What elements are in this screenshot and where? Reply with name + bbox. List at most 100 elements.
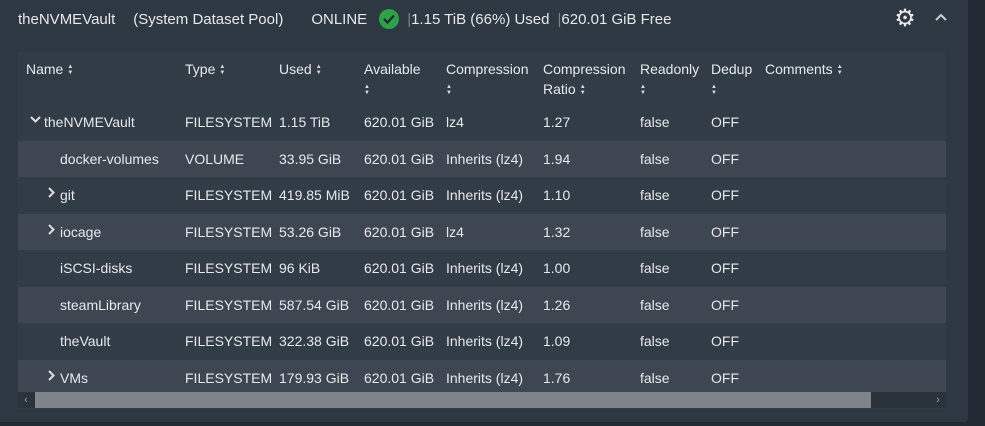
sort-icon[interactable]: ▲ ▼ xyxy=(836,64,843,77)
chevron-down-icon[interactable] xyxy=(30,113,41,128)
divider: | xyxy=(407,10,412,28)
cell-readonly: false xyxy=(640,333,670,349)
cell-dedup: OFF xyxy=(711,369,739,386)
cell-name: theVault xyxy=(60,333,111,349)
pool-header: theNVMEVault (System Dataset Pool) ONLIN… xyxy=(18,7,671,31)
cell-dedup: OFF xyxy=(711,223,739,240)
cell-type: FILESYSTEM xyxy=(185,187,273,203)
cell-ratio: 1.00 xyxy=(543,260,571,276)
sort-icon[interactable]: ▲ ▼ xyxy=(446,84,452,97)
column-header-type[interactable]: Type ▲ ▼ xyxy=(185,59,225,79)
cell-available: 620.01 GiB xyxy=(364,114,435,130)
cell-used: 33.95 GiB xyxy=(279,150,342,167)
table-row[interactable]: docker-volumes VOLUME 33.95 GiB 620.01 GiB I… xyxy=(18,140,946,177)
table-row[interactable]: iSCSI-disks FILESYSTEM 96 KiB 620.01 GiB Inh… xyxy=(18,250,946,286)
column-header-compression[interactable]: Compression ▲ ▼ xyxy=(446,59,528,99)
table-row[interactable]: VMs FILESYSTEM 179.93 GiB 620.01 GiB Inherit… xyxy=(18,359,946,396)
divider: | xyxy=(557,10,562,28)
cell-available: 620.01 GiB xyxy=(364,260,435,276)
cell-used: 53.26 GiB xyxy=(279,223,342,240)
cell-compression: lz4 xyxy=(446,114,464,130)
sort-icon[interactable]: ▲ ▼ xyxy=(364,84,370,97)
cell-ratio: 1.09 xyxy=(543,333,571,349)
cell-name: iocage xyxy=(60,223,102,240)
cell-used: 96 KiB xyxy=(279,260,321,276)
column-header-readonly[interactable]: Readonly ▲ ▼ xyxy=(640,59,699,99)
cell-compression: Inherits (lz4) xyxy=(446,369,524,386)
column-label: Dedup xyxy=(711,61,753,77)
column-label: Used xyxy=(279,61,312,77)
cell-ratio: 1.27 xyxy=(543,114,571,130)
column-header-name[interactable]: Name ▲ ▼ xyxy=(26,59,73,79)
cell-readonly: false xyxy=(640,150,670,167)
cell-dedup: OFF xyxy=(711,296,739,313)
cell-readonly: false xyxy=(640,187,670,203)
cell-name: steamLibrary xyxy=(60,296,141,313)
pool-used: 1.15 TiB (66%) Used xyxy=(411,10,550,28)
column-label: Type xyxy=(185,61,216,77)
sort-icon[interactable]: ▲ ▼ xyxy=(219,64,226,77)
column-header-used[interactable]: Used ▲ ▼ xyxy=(279,59,322,79)
chevron-up-icon[interactable] xyxy=(932,8,950,26)
horizontal-scrollbar[interactable]: ‹ › xyxy=(18,392,946,408)
datasets-table: theNVMEVault FILESYSTEM 1.15 TiB 620.01 GiB… xyxy=(18,52,946,409)
chevron-right-icon[interactable] xyxy=(46,223,57,238)
cell-dedup: OFF xyxy=(711,150,739,167)
scrollbar-thumb[interactable] xyxy=(35,392,871,408)
column-header-available[interactable]: Available ▲ ▼ xyxy=(364,59,421,99)
cell-ratio: 1.76 xyxy=(543,369,571,386)
sort-icon[interactable]: ▲ ▼ xyxy=(579,84,586,97)
column-header-dedup[interactable]: Dedup ▲ ▼ xyxy=(711,59,752,99)
cell-ratio: 1.26 xyxy=(543,296,571,313)
chevron-right-icon[interactable] xyxy=(46,369,57,384)
cell-type: FILESYSTEM xyxy=(185,260,273,276)
column-header-ratio[interactable]: Compression Ratio ▲ ▼ xyxy=(543,59,625,99)
column-label: Compression xyxy=(446,61,529,77)
check-circle-icon xyxy=(379,9,400,29)
cell-type: VOLUME xyxy=(185,150,245,167)
scroll-right-icon[interactable]: › xyxy=(936,394,940,406)
cell-type: FILESYSTEM xyxy=(185,369,273,386)
cell-dedup: OFF xyxy=(711,260,739,276)
pool-free: 620.01 GiB Free xyxy=(561,10,672,28)
cell-type: FILESYSTEM xyxy=(185,296,273,313)
cell-dedup: OFF xyxy=(711,114,739,130)
scroll-left-icon[interactable]: ‹ xyxy=(24,394,28,406)
sort-icon[interactable]: ▲ ▼ xyxy=(640,84,646,97)
table-row[interactable]: iocage FILESYSTEM 53.26 GiB 620.01 GiB lz4 1.… xyxy=(18,213,946,250)
pool-card: theNVMEVault (System Dataset Pool) ONLIN… xyxy=(0,0,968,422)
cell-compression: Inherits (lz4) xyxy=(446,187,524,203)
cell-readonly: false xyxy=(640,260,670,276)
cell-readonly: false xyxy=(640,369,670,386)
cell-used: 179.93 GiB xyxy=(279,369,350,386)
table-row[interactable]: steamLibrary FILESYSTEM 587.54 GiB 620.01 G… xyxy=(18,286,946,323)
cell-name: iSCSI-disks xyxy=(60,260,133,276)
table-row[interactable]: theNVMEVault FILESYSTEM 1.15 TiB 620.01 GiB… xyxy=(18,104,946,140)
sort-icon[interactable]: ▲ ▼ xyxy=(315,64,322,77)
sort-icon[interactable]: ▲ ▼ xyxy=(67,64,74,77)
cell-type: FILESYSTEM xyxy=(185,223,273,240)
cell-compression: lz4 xyxy=(446,223,464,240)
cell-used: 322.38 GiB xyxy=(279,333,350,349)
cell-compression: Inherits (lz4) xyxy=(446,296,524,313)
cell-name: docker-volumes xyxy=(60,150,159,167)
cell-available: 620.01 GiB xyxy=(364,296,435,313)
cell-type: FILESYSTEM xyxy=(185,333,273,349)
sort-icon[interactable]: ▲ ▼ xyxy=(711,84,717,97)
gear-icon[interactable]: ⚙ xyxy=(894,5,916,32)
chevron-right-icon[interactable] xyxy=(46,186,57,201)
cell-available: 620.01 GiB xyxy=(364,150,435,167)
cell-name: git xyxy=(60,187,75,203)
pool-subtitle: (System Dataset Pool) xyxy=(133,10,284,28)
cell-ratio: 1.32 xyxy=(543,223,571,240)
column-label: Comments xyxy=(765,61,833,77)
pool-status: ONLINE xyxy=(311,10,368,28)
table-row[interactable]: git FILESYSTEM 419.85 MiB 620.01 GiB Inherit… xyxy=(18,177,946,213)
cell-dedup: OFF xyxy=(711,187,739,203)
cell-name: VMs xyxy=(60,369,88,386)
table-row[interactable]: theVault FILESYSTEM 322.38 GiB 620.01 GiB In… xyxy=(18,323,946,359)
column-label: Available xyxy=(364,61,421,77)
cell-ratio: 1.10 xyxy=(543,187,571,203)
column-header-comments[interactable]: Comments ▲ ▼ xyxy=(765,59,843,79)
cell-dedup: OFF xyxy=(711,333,739,349)
